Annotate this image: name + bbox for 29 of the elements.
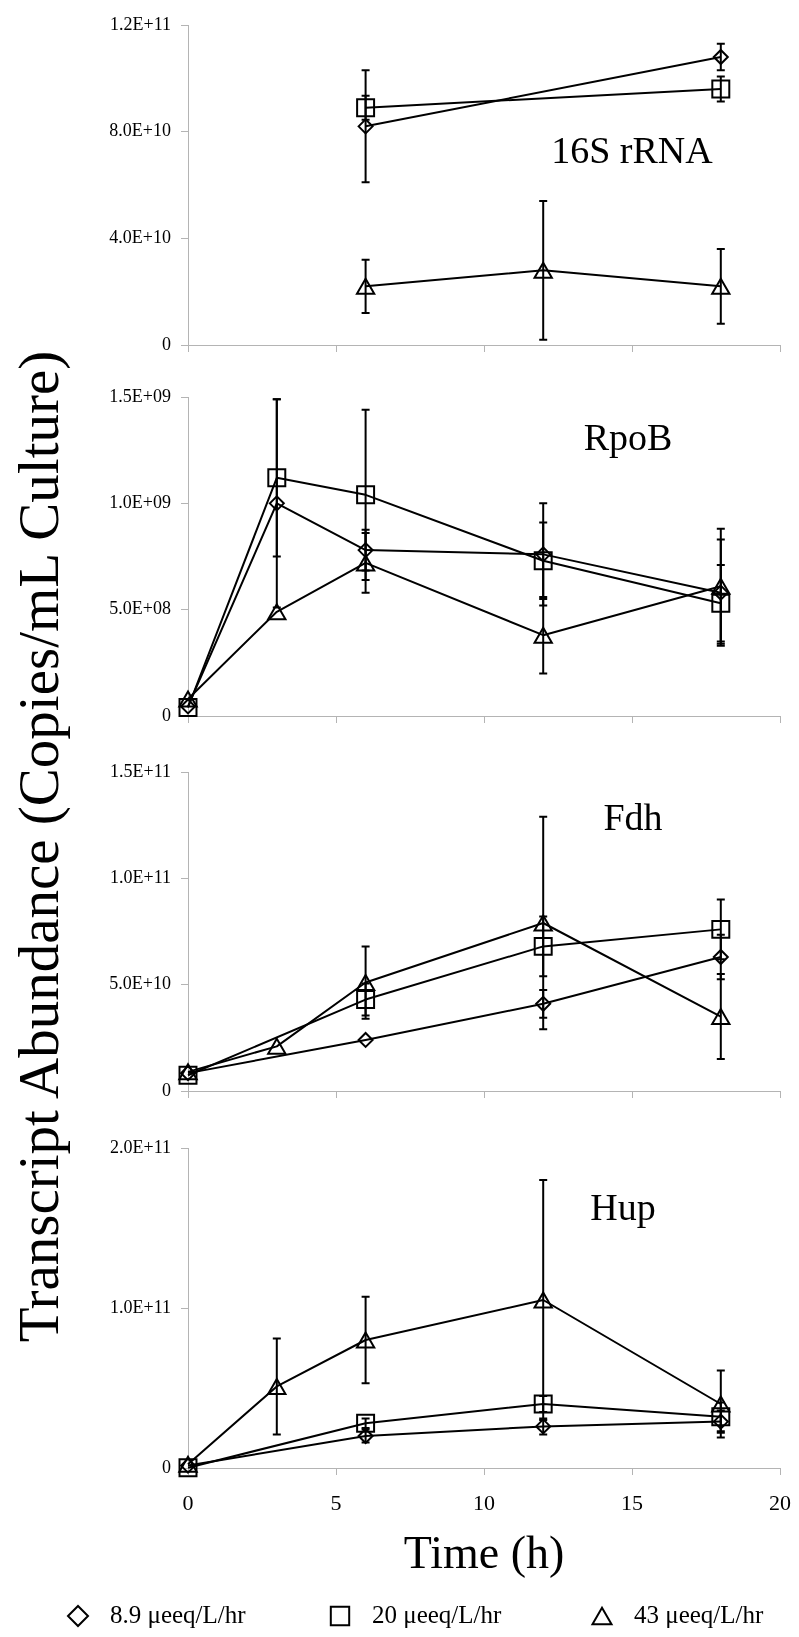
text: Fdh xyxy=(603,795,663,838)
text: RpoB xyxy=(583,415,673,458)
y-tick-label: 0 xyxy=(162,1456,171,1477)
legend-label: 20 μeeq/L/hr xyxy=(372,1600,503,1628)
x-tick-label: 10 xyxy=(473,1489,495,1515)
y-tick-label: 2.0E+11 xyxy=(110,1136,171,1157)
legend-label: 43 μeeq/L/hr xyxy=(634,1600,765,1628)
y-tick-label: 5.0E+10 xyxy=(109,973,171,994)
y-tick-label: 1.2E+11 xyxy=(110,13,171,34)
x-tick-label: 0 xyxy=(182,1489,194,1515)
y-tick-label: 8.0E+10 xyxy=(109,120,171,141)
y-tick-label: 1.0E+11 xyxy=(110,1296,171,1317)
text: Hup xyxy=(590,1185,656,1228)
legend-label: 8.9 μeeq/L/hr xyxy=(110,1600,247,1628)
x-tick-label: 5 xyxy=(330,1489,342,1515)
x-axis-title: Time (h) xyxy=(403,1527,565,1579)
x-tick-label: 20 xyxy=(769,1489,791,1515)
y-axis-title: Transcript Abundance (Copies/mL Culture) xyxy=(7,350,71,1342)
text: 16S rRNA xyxy=(551,128,714,171)
y-tick-label: 1.0E+09 xyxy=(109,492,171,513)
y-tick-label: 1.5E+11 xyxy=(110,760,171,781)
y-tick-label: 0 xyxy=(162,704,171,725)
y-tick-label: 4.0E+10 xyxy=(109,227,171,248)
x-tick-label: 15 xyxy=(621,1489,643,1515)
y-tick-label: 1.0E+11 xyxy=(110,867,171,888)
y-tick-label: 0 xyxy=(162,333,171,354)
y-tick-label: 0 xyxy=(162,1079,171,1100)
y-tick-label: 1.5E+09 xyxy=(109,385,171,406)
y-tick-label: 5.0E+08 xyxy=(109,598,171,619)
